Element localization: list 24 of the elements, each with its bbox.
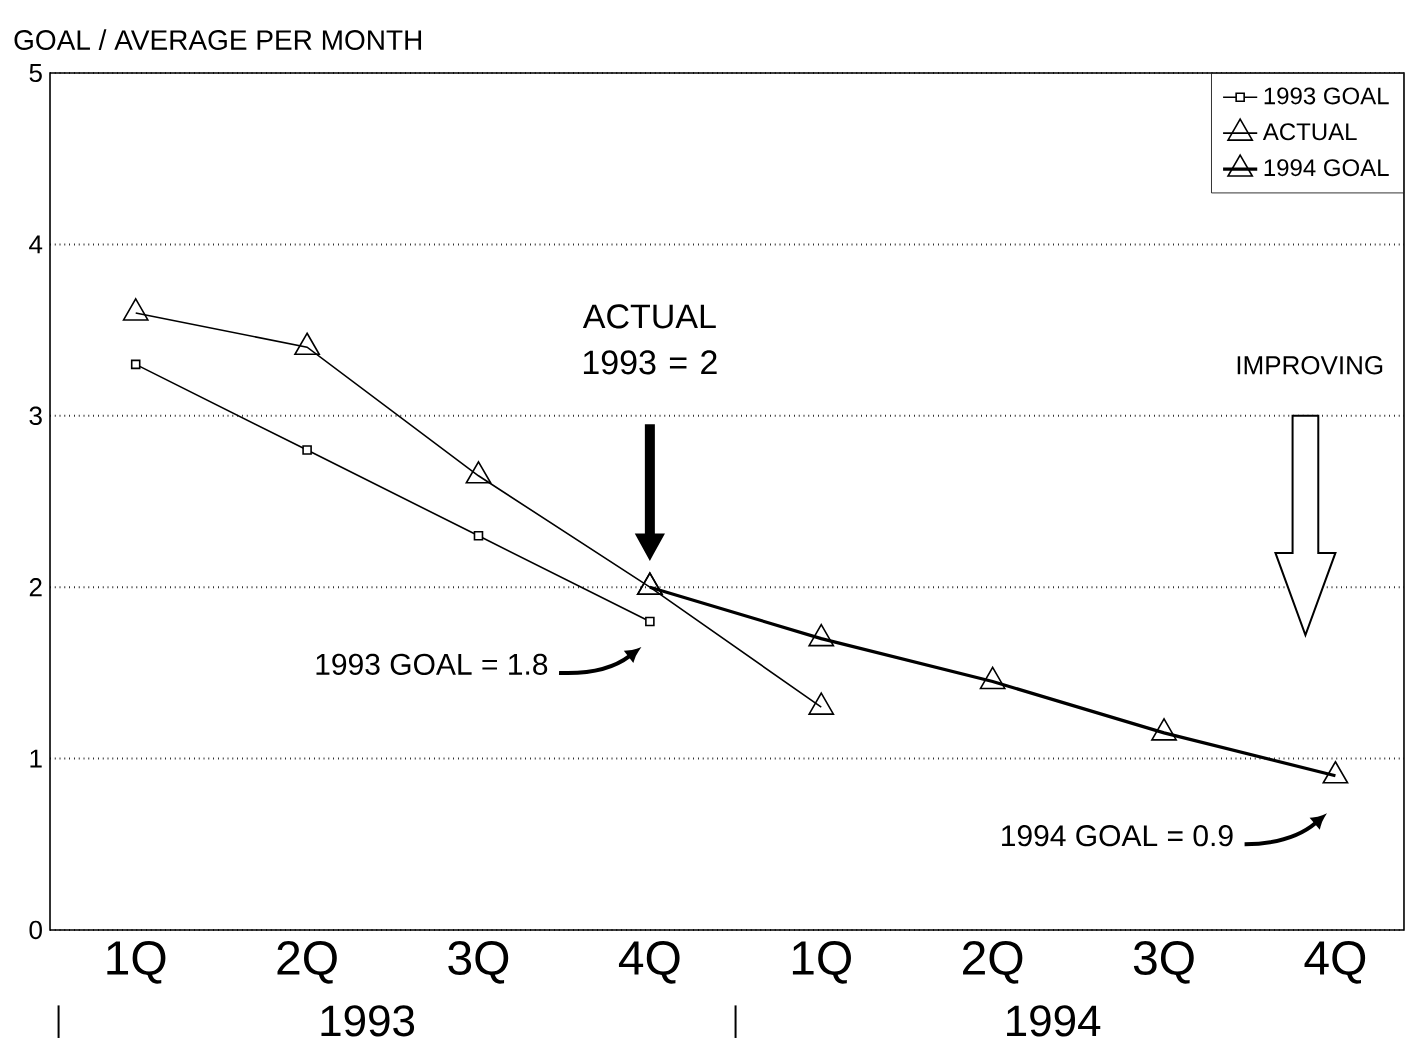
- legend-label: 1993 GOAL: [1264, 87, 1389, 105]
- y-tick-label: 1: [30, 749, 42, 768]
- x-tick-label: 1Q: [792, 941, 851, 984]
- y-tick-label: 2: [29, 578, 42, 597]
- legend-label: 1994 GOAL: [1264, 159, 1389, 177]
- text: 1993: [321, 1005, 415, 1037]
- y-tick-label: 3: [29, 406, 42, 425]
- x-tick-label: 4Q: [618, 941, 680, 984]
- y-tick-label: 5: [29, 63, 42, 83]
- annotation: 1993 GOAL = 1.8: [316, 653, 548, 675]
- x-tick-label: 2Q: [963, 941, 1023, 984]
- x-tick-label: 3Q: [448, 941, 509, 984]
- legend-label: ACTUAL: [1262, 123, 1357, 141]
- y-tick-label: 0: [29, 920, 42, 940]
- x-tick-label: 1Q: [107, 941, 166, 984]
- y-tick-label: 4: [29, 235, 43, 254]
- x-tick-label: 3Q: [1133, 941, 1194, 984]
- x-tick-label: 4Q: [1304, 941, 1366, 984]
- y-axis-title: GOAL / AVERAGE PER MONTH: [14, 29, 422, 50]
- text: 1994: [1007, 1005, 1101, 1037]
- x-tick-label: 2Q: [277, 941, 337, 984]
- annotation: 1994 GOAL = 0.9: [1002, 825, 1233, 847]
- annotation: ACTUAL 1993 = 2: [582, 304, 717, 375]
- annotation: IMPROVING: [1237, 356, 1383, 375]
